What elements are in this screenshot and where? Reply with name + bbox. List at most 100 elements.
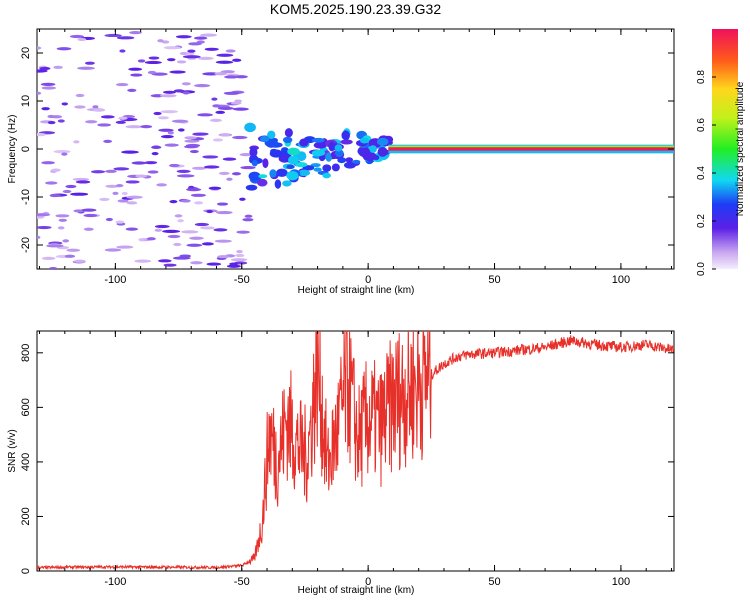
spectrogram-noise-blob (75, 180, 91, 184)
spectrogram-transition-blob (376, 137, 389, 146)
spectrogram-noise-blob (230, 258, 248, 262)
spectrogram-noise-blob (70, 192, 89, 196)
spectrogram-noise-blob (187, 49, 196, 53)
spectrogram-noise-blob (83, 227, 94, 231)
spectrogram-noise-blob (222, 157, 237, 161)
spectrogram-noise-blob (206, 262, 222, 266)
spectrogram-noise-blob (242, 218, 254, 222)
spectrogram-noise-blob (64, 254, 76, 258)
spectrogram-noise-blob (173, 89, 185, 93)
spectrogram-noise-blob (177, 219, 184, 223)
spectrogram-noise-blob (126, 195, 143, 199)
spectrogram-transition-blob (313, 167, 322, 172)
spectrogram-transition-blob (334, 144, 343, 152)
colorbar-tick-label: 0.4 (696, 166, 707, 180)
spectrogram-noise-blob (148, 56, 160, 60)
spectrogram-xtick-label: 50 (488, 274, 500, 286)
spectrogram-xtick-label: 100 (612, 274, 630, 286)
spectrogram-noise-blob (125, 180, 140, 184)
spectrogram-noise-blob (197, 56, 214, 60)
spectrogram-ytick-label: 10 (20, 95, 32, 107)
spectrogram-noise-blob (51, 168, 61, 172)
spectrogram-noise-blob (151, 152, 159, 156)
snr-ylabel: SNR (v/v) (7, 429, 18, 472)
spectrogram-noise-blob (232, 107, 249, 111)
spectrogram-noise-blob (100, 115, 115, 119)
spectrogram-noise-blob (115, 184, 124, 188)
spectrogram-noise-blob (203, 165, 220, 169)
spectrogram-noise-blob (232, 58, 242, 62)
spectrogram-noise-blob (48, 267, 58, 269)
spectrogram-noise-blob (61, 152, 68, 156)
spectrogram-transition-blob (286, 164, 295, 170)
colorbar-tick-label: 0.0 (696, 262, 707, 276)
spectrogram-noise-blob (236, 230, 250, 234)
spectrogram-transition-blob (377, 147, 388, 157)
spectrogram-transition-blob (270, 148, 278, 154)
spectrogram-noise-blob (161, 40, 170, 44)
spectrogram-noise-blob (119, 49, 126, 53)
spectrogram-noise-blob (62, 189, 72, 194)
spectrogram-transition-blob (331, 163, 340, 172)
snr-ytick-label: 400 (20, 453, 32, 471)
spectrogram-noise-blob (209, 118, 222, 122)
spectrogram-noise-blob (46, 244, 64, 248)
spectrogram-noise-blob (214, 72, 228, 76)
spectrogram-ytick-label: 20 (20, 47, 32, 59)
spectrogram-noise-blob (162, 229, 181, 233)
spectrogram-noise-blob (57, 119, 65, 123)
spectrogram-noise-blob (212, 138, 224, 142)
spectrogram-noise-blob (199, 33, 218, 37)
spectrogram-noise-blob (61, 102, 68, 106)
spectrogram-noise-blob (135, 174, 148, 178)
spectrogram-noise-blob (186, 188, 202, 192)
spectrogram-noise-blob (37, 46, 42, 50)
spectrogram-transition-blob (262, 158, 269, 169)
spectrogram-noise-blob (159, 94, 177, 98)
spectrogram-noise-blob (134, 259, 152, 263)
spectrogram-noise-blob (125, 227, 138, 231)
spectrogram-noise-blob (192, 166, 207, 170)
spectrogram-noise-blob (216, 202, 229, 206)
spectrogram-noise-blob (194, 222, 209, 227)
spectrogram-noise-blob (55, 214, 70, 218)
spectrogram-noise-blob (41, 161, 55, 165)
spectrogram-noise-blob (126, 201, 138, 205)
snr-xtick-label: 100 (612, 576, 630, 588)
spectrogram-xtick-label: -100 (104, 274, 126, 286)
spectrogram-noise-blob (181, 82, 191, 86)
spectrogram-noise-blob (226, 264, 241, 268)
spectrogram-noise-blob (229, 262, 239, 266)
spectrogram-transition-blob (288, 155, 299, 165)
spectrogram-noise-blob (167, 234, 181, 239)
spectrogram-noise-blob (144, 60, 162, 65)
spectrogram-noise-blob (37, 133, 47, 137)
spectrogram-noise-blob (154, 224, 170, 229)
spectrogram-noise-blob (214, 239, 232, 243)
spectrogram-noise-blob (37, 91, 42, 95)
spectrogram-noise-blob (37, 235, 41, 239)
spectrogram-noise-blob (72, 177, 90, 182)
spectrogram-noise-blob (156, 183, 167, 187)
spectrogram-noise-blob (41, 256, 56, 260)
spectrogram-noise-blob (115, 120, 126, 124)
spectrogram-noise-blob (181, 230, 199, 234)
spectrogram-noise-blob (184, 136, 197, 140)
spectrogram-noise-blob (182, 55, 201, 59)
spectrogram-noise-blob (138, 238, 146, 242)
spectrogram-noise-blob (116, 245, 134, 249)
spectrogram-noise-blob (85, 120, 98, 124)
spectrogram-noise-blob (127, 88, 137, 93)
spectrogram-noise-blob (202, 155, 219, 159)
snr-series-line (37, 331, 674, 571)
spectrogram-noise-blob (200, 226, 215, 230)
spectrogram-noise-blob (215, 60, 234, 64)
spectrogram-noise-blob (154, 228, 162, 232)
colorbar-label: Normalized spectral amplitude (735, 81, 746, 216)
snr-ytick-label: 200 (20, 507, 32, 525)
page-title: KOM5.2025.190.23.39.G32 (269, 1, 442, 17)
spectrogram-noise-blob (58, 218, 67, 222)
spectrogram-transition-blob (311, 137, 325, 143)
spectrogram-noise-blob (206, 209, 213, 214)
spectrogram-noise-blob (81, 208, 97, 212)
